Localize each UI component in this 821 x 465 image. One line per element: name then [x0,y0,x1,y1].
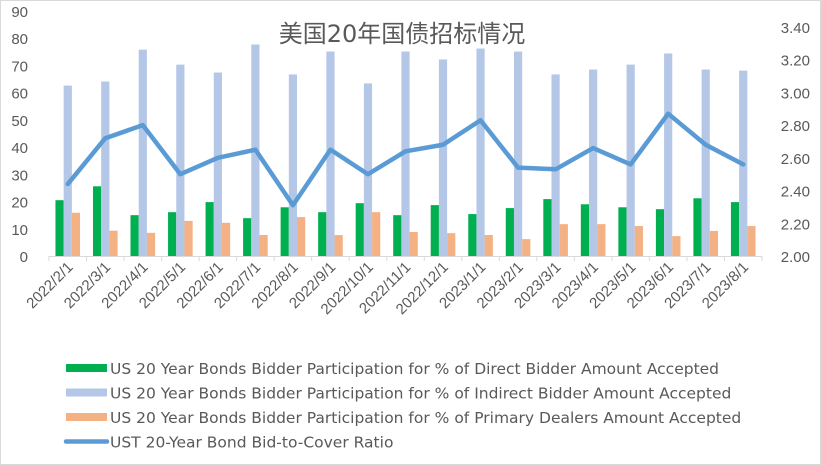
bar [372,212,381,256]
bar [205,202,214,256]
y-tick-label: 80 [11,31,28,48]
bar [693,198,702,256]
bar [468,214,477,256]
y-tick-label: 90 [11,4,28,21]
bar [280,207,289,256]
right-y-axis: 2.00 2.20 2.40 2.60 2.80 3.00 3.20 3.40 [781,20,810,266]
legend: US 20 Year Bonds Bidder Participation fo… [63,360,741,452]
bar [63,85,72,256]
bar [626,64,635,256]
bar [146,232,156,256]
bar [71,212,81,256]
bar [259,235,268,256]
bar [334,235,343,256]
y2-tick-label: 3.20 [781,53,810,70]
bar [551,74,560,256]
bar [409,232,418,256]
bar [130,215,139,256]
bar [92,186,102,256]
bar [363,83,373,257]
chart-title: 美国20年国债招标情况 [279,20,526,48]
bar [184,220,193,256]
y-tick-label: 60 [11,86,28,103]
y-tick-label: 20 [11,195,28,212]
bar [580,204,590,256]
bar [664,53,673,256]
x-axis: 2022/2/12022/3/12022/4/12022/5/12022/6/1… [23,256,763,318]
bar [176,64,185,256]
bar [438,59,448,257]
bar [543,199,552,256]
bar [138,49,147,257]
y-tick-label: 70 [11,58,28,75]
y2-tick-label: 2.80 [781,118,810,135]
legend-label: US 20 Year Bonds Bidder Participation fo… [110,409,741,427]
bar [430,205,439,256]
line-series [65,111,746,208]
legend-swatch [66,388,107,397]
bar [513,51,523,256]
bar [55,200,64,256]
bar [589,69,598,257]
bar [447,233,456,256]
y-tick-label: 0 [20,249,28,266]
legend-label: UST 20-Year Bond Bid-to-Cover Ratio [110,434,393,452]
left-y-axis: 0 10 20 30 40 50 60 70 80 90 [11,4,28,266]
bar [505,208,514,256]
y-tick-label: 40 [11,140,28,157]
bar [476,48,485,256]
legend-swatch [66,413,107,421]
bar [701,69,710,257]
bar [655,209,665,256]
bar [634,226,643,256]
y2-tick-label: 3.00 [781,85,810,102]
y-tick-label: 10 [11,222,28,239]
bar [559,224,568,256]
bar [168,212,177,256]
bar [288,74,298,256]
bar [484,235,493,256]
bar [355,203,364,256]
bar [326,51,335,256]
y2-tick-label: 3.40 [781,20,810,37]
bar [221,222,231,256]
legend-swatch [66,364,107,372]
bar [522,239,531,256]
bar [747,226,756,256]
bid-to-cover-line [65,111,746,208]
y2-tick-label: 2.40 [781,184,810,201]
bar [243,218,252,256]
bar [213,72,222,257]
bar [709,230,719,256]
bar [101,81,110,256]
legend-label: US 20 Year Bonds Bidder Participation fo… [110,360,719,378]
bar [109,230,118,256]
bar [393,215,402,256]
y2-tick-label: 2.00 [781,249,810,266]
y2-tick-label: 2.20 [781,216,810,233]
y-tick-label: 30 [11,167,28,184]
bar [597,224,606,256]
bar [318,212,327,256]
legend-label: US 20 Year Bonds Bidder Participation fo… [110,385,731,403]
bar [672,236,681,256]
y2-tick-label: 2.60 [781,151,810,168]
bar [730,202,740,256]
bar [297,217,306,256]
bar [618,207,627,256]
y-tick-label: 50 [11,113,28,130]
